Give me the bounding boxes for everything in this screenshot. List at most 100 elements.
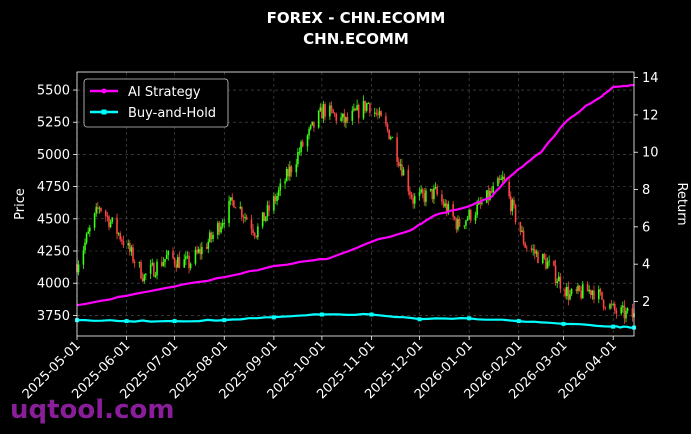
candle-body	[289, 166, 291, 177]
candle-body	[253, 232, 256, 236]
candle-body	[141, 278, 144, 282]
candle-body	[234, 207, 237, 209]
candle-body	[82, 250, 85, 265]
candle-body	[610, 304, 613, 306]
candle-body	[261, 212, 264, 227]
candle-body	[130, 247, 133, 252]
series-buy-and-hold-point	[124, 319, 129, 324]
candle-body	[463, 225, 466, 227]
candle-body	[468, 209, 470, 219]
candle-body	[273, 196, 275, 211]
candle-body	[357, 105, 360, 119]
candle-body	[567, 286, 570, 300]
candle-body	[98, 208, 101, 209]
candle-body	[625, 310, 627, 319]
candle-body	[276, 195, 278, 202]
candle-body	[444, 203, 446, 207]
y-tick-label: 5000	[37, 148, 70, 163]
candle-body	[588, 289, 590, 292]
candle-body	[301, 141, 304, 147]
candle-body	[97, 207, 99, 209]
candle-body	[285, 169, 288, 182]
candle-body	[575, 289, 578, 291]
candle-body	[474, 215, 477, 221]
candle-body	[581, 284, 584, 299]
candle-body	[242, 217, 245, 218]
candle-body	[188, 255, 190, 269]
candle-body	[109, 221, 112, 228]
candle-body	[143, 274, 146, 282]
y2-tick-label: 14	[642, 71, 659, 86]
candle-body	[402, 169, 405, 176]
candle-body	[533, 249, 536, 254]
candle-body	[332, 109, 334, 114]
y2-tick-label: 12	[642, 108, 659, 123]
candle-body	[556, 281, 558, 284]
candle-body	[175, 264, 178, 268]
y-axis-ticks: 3750 4000 4250 4500 4750 5000 5250 5500	[37, 84, 77, 324]
candle-body	[145, 273, 147, 275]
candle-body	[389, 137, 392, 140]
candle-body	[317, 110, 320, 128]
candle-body	[319, 107, 322, 111]
candle-body	[434, 186, 437, 189]
candle-body	[129, 243, 131, 252]
candle-body	[335, 113, 338, 121]
series-buy-and-hold-point	[172, 319, 177, 324]
candle-body	[351, 110, 354, 121]
candle-body	[431, 188, 434, 200]
candle-body	[508, 181, 510, 197]
candle-body	[151, 263, 154, 265]
candle-body	[476, 204, 478, 216]
candle-body	[209, 232, 211, 242]
candle-body	[524, 243, 526, 248]
candle-body	[207, 241, 210, 249]
candle-body	[105, 211, 107, 217]
candle-body	[138, 262, 141, 264]
candle-body	[425, 190, 427, 202]
legend-bh-label: Buy-and-Hold	[128, 106, 216, 121]
candle-body	[133, 261, 136, 264]
candle-body	[409, 191, 411, 195]
candle-body	[591, 290, 594, 295]
plot-frame	[76, 71, 635, 337]
candle-body	[497, 178, 499, 186]
candle-body	[602, 299, 605, 308]
candle-body	[391, 137, 394, 139]
candle-body	[277, 190, 280, 196]
candle-body	[173, 258, 176, 265]
candle-body	[194, 250, 197, 264]
candle-body	[441, 194, 443, 202]
candle-body	[233, 200, 235, 208]
series-buy-and-hold-point	[222, 318, 227, 323]
candle-body	[525, 247, 528, 249]
series-buy-and-hold-point	[319, 312, 324, 317]
candle-body	[241, 206, 243, 218]
candle-body	[578, 285, 581, 291]
candle-body	[239, 206, 242, 209]
candle-body	[420, 189, 422, 193]
candle-body	[268, 205, 270, 211]
candle-body	[500, 178, 502, 180]
candle-body	[530, 248, 533, 251]
candle-body	[397, 161, 400, 166]
candle-body	[418, 192, 421, 197]
candle-body	[153, 263, 155, 277]
candle-body	[487, 190, 490, 200]
candle-body	[569, 294, 571, 300]
candle-body	[365, 103, 368, 111]
candle-body	[229, 197, 232, 201]
candle-body	[244, 216, 246, 218]
candle-body	[197, 249, 200, 253]
candle-body	[620, 307, 622, 314]
candle-body	[604, 307, 606, 309]
candle-body	[108, 216, 110, 228]
candle-body	[543, 254, 546, 259]
candle-body	[514, 205, 517, 223]
legend-ai-label: AI Strategy	[128, 85, 201, 100]
candle-body	[255, 235, 258, 238]
y2-axis-label: Return	[674, 182, 689, 225]
candle-body	[329, 105, 331, 117]
candle-body	[364, 100, 366, 111]
candle-body	[298, 152, 301, 153]
